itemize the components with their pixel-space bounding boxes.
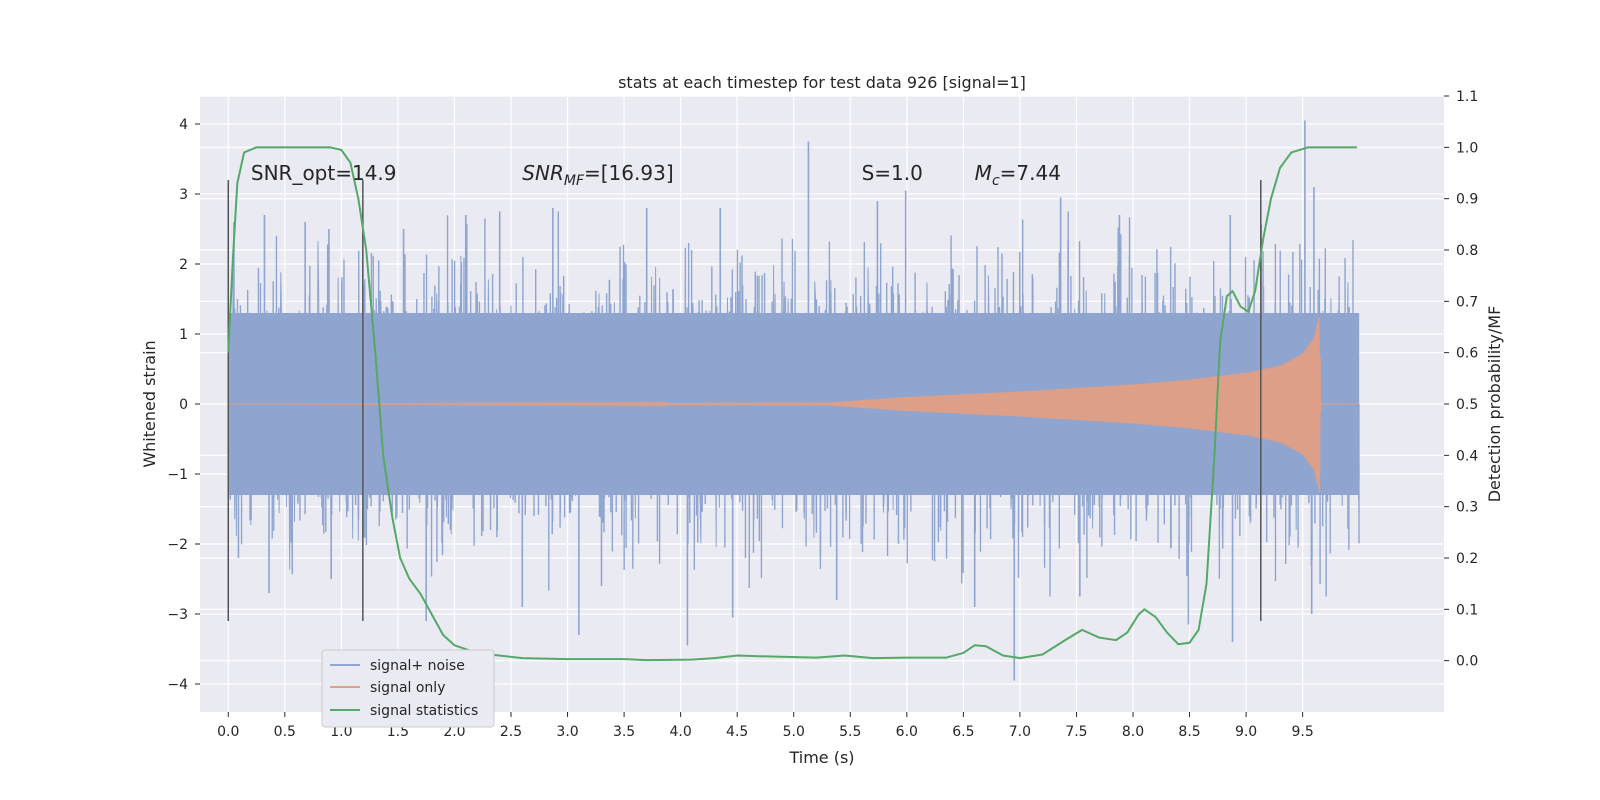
y-right-tick-label: 0.0 <box>1456 654 1478 670</box>
annotation-label: Mc=7.44 <box>975 161 1061 189</box>
chart-title: stats at each timestep for test data 926… <box>618 73 1026 92</box>
y-right-tick-label: 0.4 <box>1456 448 1478 464</box>
x-tick-label: 6.5 <box>952 724 974 740</box>
legend-label-signal-only: signal only <box>370 680 445 696</box>
x-tick-label: 5.5 <box>839 724 861 740</box>
x-tick-label: 0.5 <box>274 724 296 740</box>
y-tick-label: 0 <box>179 397 188 413</box>
annotations: SNR_opt=14.9 SNRMF=[16.93] S=1.0 Mc=7.44 <box>251 161 1061 189</box>
annotation-label: SNR_opt=14.9 <box>251 161 397 185</box>
y-tick-label: −2 <box>167 537 188 553</box>
y-axis-title: Whitened strain <box>140 340 159 467</box>
y-right-tick-label: 0.5 <box>1456 397 1478 413</box>
annotation-label: S=1.0 <box>862 161 923 185</box>
y-tick-label: −1 <box>167 467 188 483</box>
x-tick-label: 2.0 <box>443 724 465 740</box>
x-tick-label: 8.0 <box>1122 724 1144 740</box>
x-axis-title: Time (s) <box>788 748 854 767</box>
y-tick-label: −3 <box>167 607 188 623</box>
y-tick-label: 1 <box>179 327 188 343</box>
y-right-tick-label: 0.3 <box>1456 500 1478 516</box>
y-right-tick-label: 0.7 <box>1456 294 1478 310</box>
y-axis-left: 4 3 2 1 0 −1 −2 −3 −4 <box>167 117 200 693</box>
y-right-tick-label: 0.2 <box>1456 551 1478 567</box>
x-tick-label: 4.0 <box>670 724 692 740</box>
signal-only-series <box>228 315 1360 493</box>
x-tick-label: 0.0 <box>217 724 239 740</box>
y-tick-label: 3 <box>179 187 188 203</box>
y-tick-label: 4 <box>179 117 188 133</box>
signal-only-envelope <box>793 315 1321 493</box>
y-right-tick-label: 0.1 <box>1456 602 1478 618</box>
x-tick-label: 7.0 <box>1009 724 1031 740</box>
x-tick-label: 9.0 <box>1235 724 1257 740</box>
y-right-tick-label: 0.9 <box>1456 192 1478 208</box>
x-tick-label: 3.0 <box>556 724 578 740</box>
signal-statistics-line <box>227 146 1357 662</box>
x-tick-label: 5.0 <box>783 724 805 740</box>
x-tick-label: 1.5 <box>387 724 409 740</box>
legend-label-signal-statistics: signal statistics <box>370 703 478 719</box>
y-right-tick-label: 0.8 <box>1456 243 1478 259</box>
signal-statistics-series <box>227 146 1357 662</box>
legend-label-signal-noise: signal+ noise <box>370 658 465 674</box>
x-tick-label: 9.5 <box>1292 724 1314 740</box>
x-tick-label: 6.0 <box>896 724 918 740</box>
x-tick-label: 3.5 <box>613 724 635 740</box>
y-axis-right: 1.1 1.0 0.9 0.8 0.7 0.6 0.5 0.4 0.3 0.2 0.1 0.0 <box>1444 89 1478 670</box>
x-tick-label: 1.0 <box>330 724 352 740</box>
x-tick-label: 8.5 <box>1178 724 1200 740</box>
y-tick-label: 2 <box>179 257 188 273</box>
y-right-tick-label: 1.0 <box>1456 140 1478 156</box>
x-tick-label: 4.5 <box>726 724 748 740</box>
y-tick-label: −4 <box>167 677 188 693</box>
legend: signal+ noise signal only signal statist… <box>321 649 495 728</box>
y-axis-right-title: Detection probability/MF <box>1485 306 1504 503</box>
x-tick-label: 7.5 <box>1065 724 1087 740</box>
annotation-label: SNRMF=[16.93] <box>522 161 673 189</box>
y-right-tick-label: 1.1 <box>1456 89 1478 105</box>
x-tick-label: 2.5 <box>500 724 522 740</box>
legend-box <box>321 649 495 728</box>
y-right-tick-label: 0.6 <box>1456 346 1478 362</box>
